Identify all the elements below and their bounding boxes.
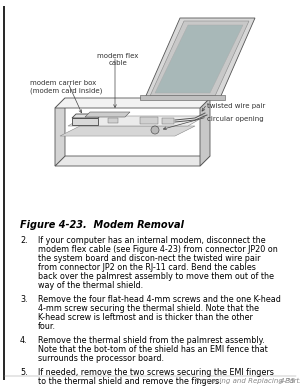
Polygon shape bbox=[55, 98, 210, 108]
Text: back over the palmrest assembly to move them out of the: back over the palmrest assembly to move … bbox=[38, 272, 274, 281]
Text: 5.: 5. bbox=[20, 368, 28, 377]
Text: Removing and Replacing Parts: Removing and Replacing Parts bbox=[195, 378, 300, 384]
Text: Remove the thermal shield from the palmrest assembly.: Remove the thermal shield from the palmr… bbox=[38, 336, 265, 345]
Text: four.: four. bbox=[38, 322, 56, 331]
Polygon shape bbox=[150, 21, 249, 96]
Text: If needed, remove the two screws securing the EMI fingers: If needed, remove the two screws securin… bbox=[38, 368, 274, 377]
Polygon shape bbox=[68, 116, 205, 126]
Text: surrounds the processor board.: surrounds the processor board. bbox=[38, 354, 164, 363]
Polygon shape bbox=[72, 114, 102, 118]
Text: Figure 4-23.  Modem Removal: Figure 4-23. Modem Removal bbox=[20, 220, 184, 230]
Polygon shape bbox=[140, 95, 225, 100]
Text: If your computer has an internal modem, disconnect the: If your computer has an internal modem, … bbox=[38, 236, 266, 245]
Circle shape bbox=[151, 126, 159, 134]
Polygon shape bbox=[155, 25, 243, 93]
Polygon shape bbox=[145, 18, 255, 98]
Polygon shape bbox=[60, 126, 195, 136]
Text: modem flex
cable: modem flex cable bbox=[97, 53, 139, 66]
Text: circular opening: circular opening bbox=[207, 116, 264, 122]
Text: K-head screw is leftmost and is thicker than the other: K-head screw is leftmost and is thicker … bbox=[38, 313, 253, 322]
Text: the system board and discon-nect the twisted wire pair: the system board and discon-nect the twi… bbox=[38, 254, 260, 263]
Text: 4-35: 4-35 bbox=[280, 378, 296, 384]
Polygon shape bbox=[72, 118, 98, 125]
Polygon shape bbox=[55, 156, 210, 166]
Polygon shape bbox=[200, 98, 210, 166]
Text: 4-mm screw securing the thermal shield. Note that the: 4-mm screw securing the thermal shield. … bbox=[38, 304, 259, 313]
Bar bbox=[162, 118, 174, 124]
Text: way of the thermal shield.: way of the thermal shield. bbox=[38, 281, 143, 290]
Text: modem carrier box
(modem card inside): modem carrier box (modem card inside) bbox=[30, 80, 102, 94]
Text: 2.: 2. bbox=[20, 236, 28, 245]
Text: to the thermal shield and remove the fingers.: to the thermal shield and remove the fin… bbox=[38, 377, 222, 386]
Text: modem flex cable (see Figure 4-23) from connector JP20 on: modem flex cable (see Figure 4-23) from … bbox=[38, 245, 278, 254]
Polygon shape bbox=[55, 98, 65, 166]
Bar bbox=[108, 118, 118, 123]
Text: 3.: 3. bbox=[20, 295, 28, 304]
Text: Note that the bot-tom of the shield has an EMI fence that: Note that the bot-tom of the shield has … bbox=[38, 345, 268, 354]
Bar bbox=[140, 117, 158, 124]
Text: 4.: 4. bbox=[20, 336, 28, 345]
Text: Remove the four flat-head 4-mm screws and the one K-head: Remove the four flat-head 4-mm screws an… bbox=[38, 295, 281, 304]
Text: twisted wire pair: twisted wire pair bbox=[207, 103, 265, 109]
Polygon shape bbox=[85, 112, 130, 117]
Text: from connector JP2 on the RJ-11 card. Bend the cables: from connector JP2 on the RJ-11 card. Be… bbox=[38, 263, 256, 272]
